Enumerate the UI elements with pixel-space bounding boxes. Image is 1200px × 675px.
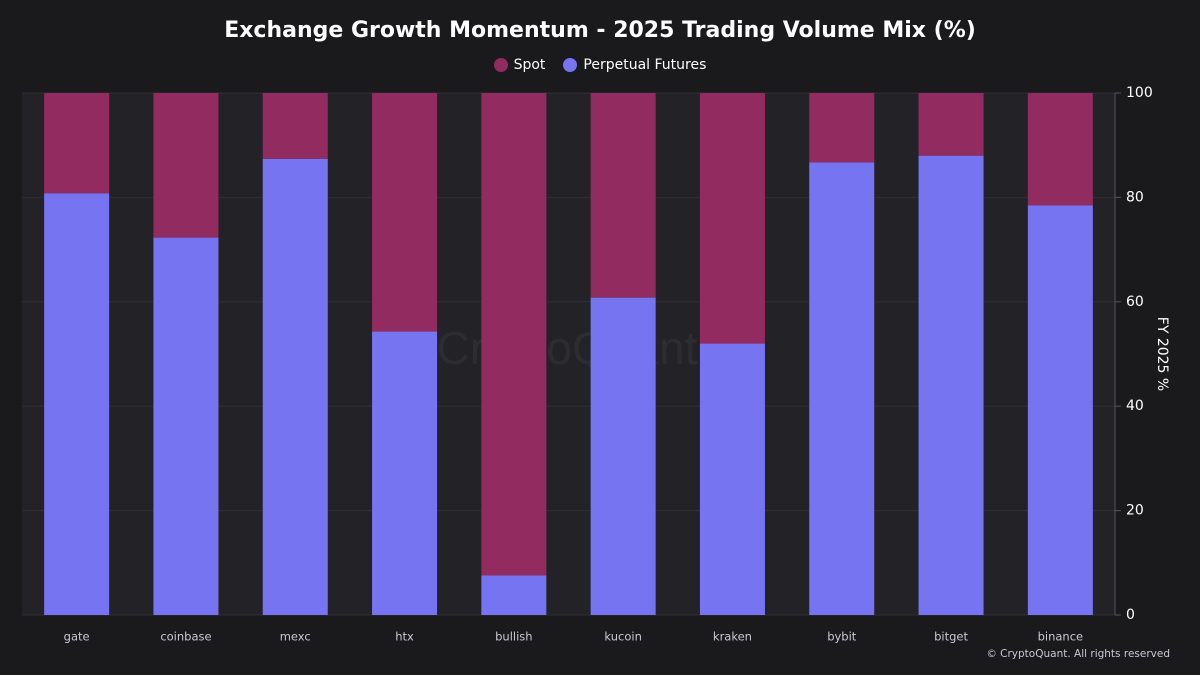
y-tick-label-20: 20	[1126, 503, 1144, 519]
bar-spot-gate[interactable]	[44, 93, 110, 194]
x-tick-label-htx: htx	[395, 630, 414, 644]
bar-perpetual-futures-mexc[interactable]	[262, 158, 328, 615]
bar-perpetual-futures-coinbase[interactable]	[153, 237, 219, 615]
bars	[44, 93, 1093, 616]
x-tick-label-kucoin: kucoin	[604, 630, 641, 644]
y-axis-title: FY 2025 %	[1154, 317, 1170, 391]
copyright-text: © CryptoQuant. All rights reserved	[986, 648, 1170, 660]
y-tick-label-100: 100	[1126, 85, 1153, 101]
bar-perpetual-futures-bybit[interactable]	[809, 162, 875, 615]
x-tick-label-bybit: bybit	[827, 630, 857, 644]
legend-swatch-spot	[493, 58, 508, 72]
bar-spot-bitget[interactable]	[918, 93, 984, 156]
watermark: CryptoQuant	[437, 322, 698, 374]
x-tick-label-mexc: mexc	[280, 630, 311, 644]
y-ticks: 0 20 40 60 80 100	[1115, 85, 1153, 623]
y-tick-label-60: 60	[1126, 294, 1144, 310]
bar-spot-bullish[interactable]	[481, 93, 547, 576]
y-tick-label-80: 80	[1126, 189, 1144, 205]
bar-perpetual-futures-kucoin[interactable]	[590, 297, 656, 615]
legend-item-perpetual-futures[interactable]: Perpetual Futures	[563, 57, 706, 73]
x-tick-label-bitget: bitget	[934, 630, 968, 644]
bar-spot-htx[interactable]	[372, 93, 438, 332]
bar-perpetual-futures-kraken[interactable]	[699, 343, 765, 615]
y-tick-label-0: 0	[1126, 607, 1135, 623]
chart-title: Exchange Growth Momentum - 2025 Trading …	[224, 18, 976, 43]
bar-spot-mexc[interactable]	[262, 93, 328, 159]
bar-perpetual-futures-htx[interactable]	[372, 331, 438, 615]
x-tick-label-coinbase: coinbase	[160, 630, 211, 644]
x-tick-label-binance: binance	[1038, 630, 1084, 644]
legend: Spot Perpetual Futures	[0, 57, 1200, 73]
bar-perpetual-futures-bitget[interactable]	[918, 155, 984, 615]
bar-spot-coinbase[interactable]	[153, 93, 219, 238]
x-tick-label-kraken: kraken	[713, 630, 752, 644]
x-tick-labels: gate coinbase mexc htx bullish kucoin kraken by…	[64, 630, 1083, 644]
bar-perpetual-futures-binance[interactable]	[1027, 205, 1093, 616]
bar-spot-bybit[interactable]	[809, 93, 875, 163]
bar-spot-kucoin[interactable]	[590, 93, 656, 298]
legend-swatch-perpetual-futures	[563, 58, 578, 72]
x-tick-label-bullish: bullish	[495, 630, 532, 644]
legend-item-spot[interactable]: Spot	[493, 57, 546, 73]
legend-label-perpetual-futures: Perpetual Futures	[583, 57, 707, 73]
bar-perpetual-futures-gate[interactable]	[44, 193, 110, 615]
y-tick-label-40: 40	[1126, 398, 1144, 414]
bar-spot-kraken[interactable]	[699, 93, 765, 344]
bar-spot-binance[interactable]	[1027, 93, 1093, 206]
x-tick-label-gate: gate	[64, 630, 90, 644]
bar-perpetual-futures-bullish[interactable]	[481, 575, 547, 615]
legend-label-spot: Spot	[513, 57, 546, 73]
